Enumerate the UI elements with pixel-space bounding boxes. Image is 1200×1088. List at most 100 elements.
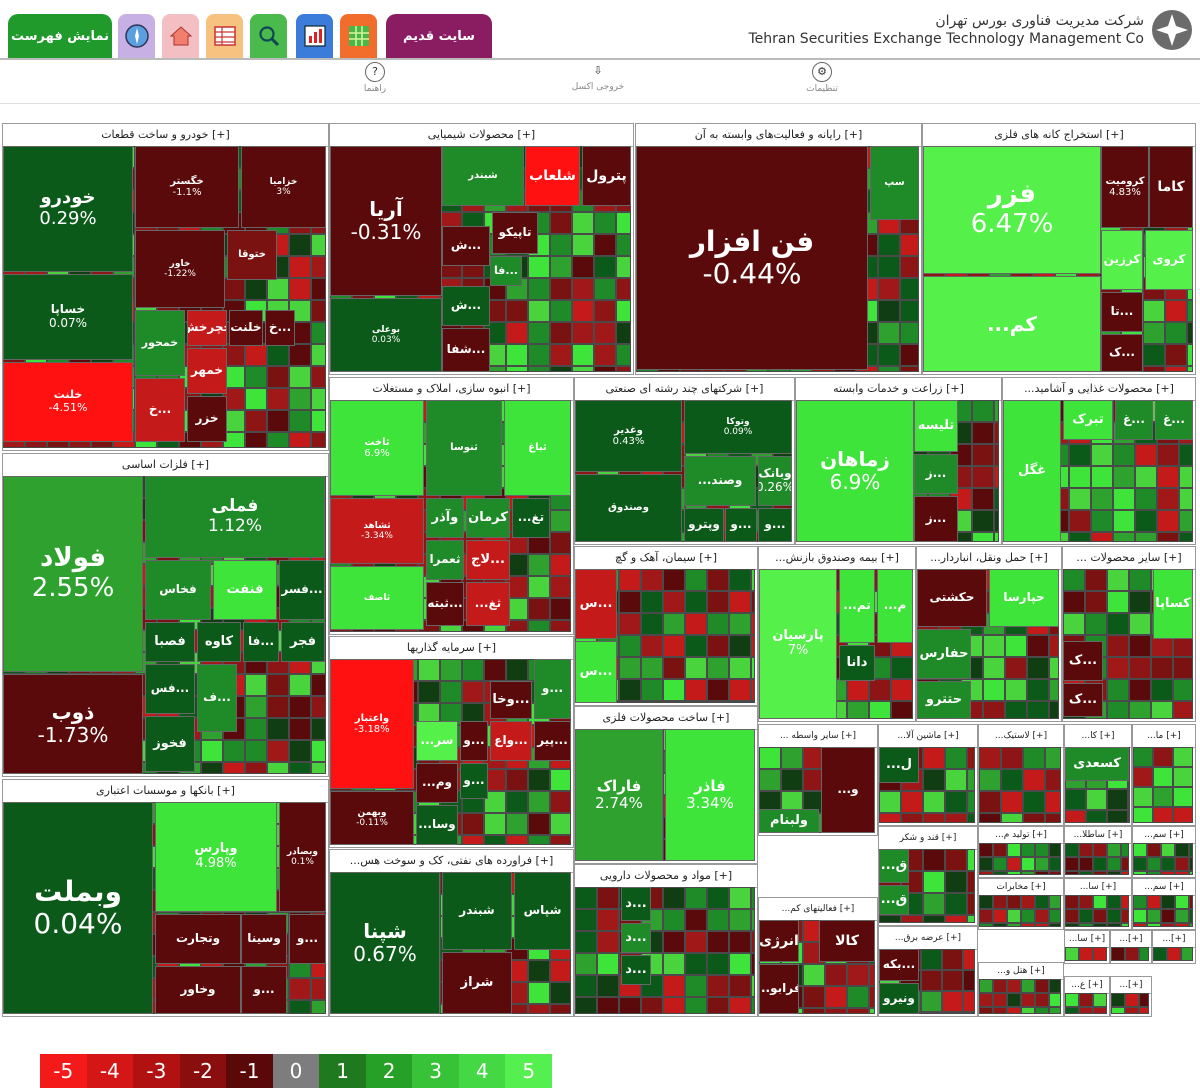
stock-cell[interactable] xyxy=(707,591,729,613)
stock-cell[interactable] xyxy=(528,554,550,576)
stock-tile[interactable]: کرمان xyxy=(466,498,510,538)
sector-basemetal[interactable]: فلزات اساسی [+] فولاد 2.55% فملی 1.12% ذوب -1.… xyxy=(2,453,329,777)
stock-cell[interactable] xyxy=(1135,510,1157,532)
stock-cell[interactable] xyxy=(900,344,919,366)
sector-title[interactable]: ...محصولات غذایی و آشامید [+] xyxy=(1003,378,1195,401)
stock-cell[interactable] xyxy=(1049,701,1059,719)
stock-cell[interactable] xyxy=(1157,488,1179,510)
stock-cell[interactable] xyxy=(1023,813,1045,823)
stock-cell[interactable] xyxy=(1173,767,1193,787)
stock-cell[interactable] xyxy=(663,635,685,657)
stock-cell[interactable] xyxy=(1035,993,1049,1007)
stock-cell[interactable] xyxy=(707,887,729,909)
stock-cell[interactable] xyxy=(1107,789,1128,810)
stock-cell[interactable] xyxy=(1065,923,1079,927)
stock-cell[interactable] xyxy=(311,674,326,696)
stock-cell[interactable] xyxy=(1093,857,1107,871)
stock-cell[interactable] xyxy=(900,366,919,372)
stock-cell[interactable] xyxy=(891,679,913,701)
sector-title[interactable]: انبوه سازی، املاک و مستغلات [+] xyxy=(330,378,573,401)
stock-cell[interactable] xyxy=(1175,909,1189,923)
sector-title[interactable]: زراعت و خدمات وابسته [+] xyxy=(796,378,1001,401)
stock-cell[interactable] xyxy=(759,769,781,791)
stock-cell[interactable] xyxy=(528,982,550,1004)
sector-t1[interactable]: ...سا [+] xyxy=(1064,930,1110,964)
stock-cell[interactable] xyxy=(1007,857,1021,871)
stock-cell[interactable] xyxy=(245,278,267,300)
stock-cell[interactable] xyxy=(1049,679,1059,701)
stock-cell[interactable] xyxy=(462,813,484,835)
stock-cell[interactable] xyxy=(418,659,440,681)
sector-sas[interactable]: ...سا [+] xyxy=(1064,878,1132,930)
stock-cell[interactable] xyxy=(594,344,616,366)
stock-tile[interactable]: فا... xyxy=(490,256,522,286)
stock-cell[interactable] xyxy=(245,388,267,410)
stock-cell[interactable] xyxy=(1079,871,1093,875)
sector-title[interactable]: ...[+] xyxy=(1111,977,1151,994)
stock-cell[interactable] xyxy=(983,679,1005,701)
stock-cell[interactable] xyxy=(572,256,594,278)
stock-cell[interactable] xyxy=(967,747,975,769)
stock-cell[interactable] xyxy=(945,893,967,915)
stock-tile[interactable]: تاپیکو xyxy=(492,212,538,254)
stock-cell[interactable] xyxy=(847,964,869,986)
stock-cell[interactable] xyxy=(891,701,913,719)
stock-cell[interactable] xyxy=(869,964,875,986)
stock-cell[interactable] xyxy=(983,657,1005,679)
sector-chem[interactable]: محصولات شیمیایی [+] آریا -0.31% بوعلی 0.03% پ… xyxy=(329,123,634,375)
stock-cell[interactable] xyxy=(597,953,619,975)
stock-cell[interactable] xyxy=(641,613,663,635)
stock-tile[interactable]: کروی xyxy=(1145,230,1193,290)
stock-cell[interactable] xyxy=(528,1004,550,1014)
stock-cell[interactable] xyxy=(1113,510,1135,532)
stock-tile[interactable]: ...فرابو xyxy=(759,964,799,1014)
stock-cell[interactable] xyxy=(972,400,994,422)
stock-cell[interactable] xyxy=(1079,993,1093,1007)
stock-cell[interactable] xyxy=(550,256,572,278)
stock-cell[interactable] xyxy=(1001,813,1023,823)
stock-cell[interactable] xyxy=(289,256,311,278)
stock-cell[interactable] xyxy=(289,1000,311,1014)
stock-cell[interactable] xyxy=(1107,679,1129,701)
stock-cell[interactable] xyxy=(267,388,289,410)
stock-cell[interactable] xyxy=(201,740,223,762)
stock-tile[interactable]: واع... xyxy=(490,721,532,761)
stock-cell[interactable] xyxy=(901,915,923,923)
stock-cell[interactable] xyxy=(572,344,594,366)
stock-cell[interactable] xyxy=(729,975,751,997)
stock-cell[interactable] xyxy=(594,212,616,234)
stock-cell[interactable] xyxy=(1035,909,1049,923)
stock-cell[interactable] xyxy=(289,278,311,300)
stock-cell[interactable] xyxy=(1107,810,1128,823)
sector-power[interactable]: ...فعالیتهای کم [+] انرژی کالا ...فرابو xyxy=(758,897,878,1017)
stock-cell[interactable] xyxy=(1165,344,1187,366)
export-excel-button[interactable]: ⇩ خروجی اکسل xyxy=(558,62,638,92)
stock-cell[interactable] xyxy=(1187,366,1193,372)
stock-cell[interactable] xyxy=(1135,466,1157,488)
sector-title[interactable]: ...ماشین آلا [+] xyxy=(879,725,977,748)
stock-cell[interactable] xyxy=(1079,857,1093,871)
stock-cell[interactable] xyxy=(1121,871,1129,875)
stock-cell[interactable] xyxy=(663,591,685,613)
stock-tile[interactable]: ...تم xyxy=(839,569,875,643)
stock-tile[interactable]: ک... xyxy=(1063,641,1103,681)
stock-cell[interactable] xyxy=(506,322,528,344)
stock-cell[interactable] xyxy=(267,278,289,300)
stock-tile[interactable]: شپنا 0.67% xyxy=(330,872,440,1014)
stock-tile[interactable]: وخا... xyxy=(490,681,532,719)
stock-cell[interactable] xyxy=(1069,488,1091,510)
stock-cell[interactable] xyxy=(550,982,571,1004)
stock-cell[interactable] xyxy=(1065,947,1079,961)
stock-cell[interactable] xyxy=(972,532,994,542)
stock-cell[interactable] xyxy=(979,895,993,909)
stock-cell[interactable] xyxy=(641,591,663,613)
stock-tile[interactable]: وسینا xyxy=(241,914,287,964)
sector-title[interactable]: ...عرضه برق [+] xyxy=(879,927,977,950)
stock-cell[interactable] xyxy=(1079,923,1093,927)
stock-cell[interactable] xyxy=(245,740,267,762)
stock-cell[interactable] xyxy=(1093,843,1107,857)
grid-button[interactable] xyxy=(340,14,377,58)
stock-cell[interactable] xyxy=(267,696,289,718)
stock-cell[interactable] xyxy=(267,432,289,448)
stock-cell[interactable] xyxy=(729,635,751,657)
